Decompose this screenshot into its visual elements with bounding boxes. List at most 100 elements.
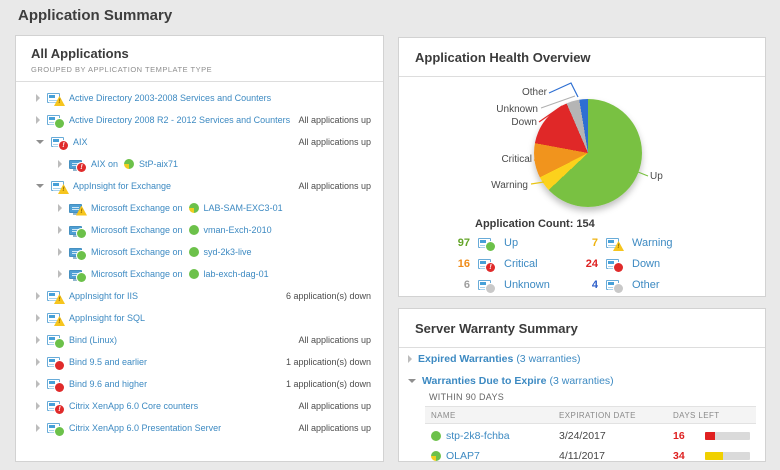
server-name-cell: stp-2k8-fchba	[425, 430, 559, 442]
application-link[interactable]: Bind 9.6 and higher	[69, 379, 148, 389]
application-link[interactable]: AppInsight for Exchange	[73, 181, 172, 191]
application-link[interactable]: Bind 9.5 and earlier	[69, 357, 148, 367]
expand-arrow-icon[interactable]	[36, 94, 40, 102]
application-link[interactable]: Microsoft Exchange on	[91, 247, 183, 257]
node-link[interactable]: vman-Exch-2010	[203, 225, 272, 235]
days-left-bar-fill	[705, 432, 715, 440]
legend-status-link[interactable]: Critical	[504, 258, 538, 270]
pie-label-unknown: Unknown	[496, 104, 538, 115]
expand-arrow-icon[interactable]	[36, 358, 40, 366]
warranty-body: Expired Warranties (3 warranties) Warrant…	[399, 348, 765, 462]
status-warning-icon	[54, 96, 65, 106]
server-name-cell: OLAP7	[425, 450, 559, 462]
application-link[interactable]: AppInsight for IIS	[69, 291, 139, 301]
page-title: Application Summary	[18, 7, 173, 24]
pie-label-other: Other	[521, 87, 547, 98]
status-up-icon	[55, 119, 64, 128]
application-link[interactable]: AIX on	[91, 159, 119, 169]
application-link[interactable]: Microsoft Exchange on	[91, 269, 183, 279]
application-template-icon	[47, 357, 64, 370]
application-row: AppInsight for Exchange All applications …	[16, 175, 383, 197]
expand-arrow-icon[interactable]	[36, 402, 40, 410]
legend-status-link[interactable]: Unknown	[504, 279, 550, 291]
health-legend: 97 Up 7 Warning 16 Critical 24 Down 6 Unknown 4 Oth…	[444, 237, 673, 293]
status-up-icon	[77, 228, 86, 238]
status-up-icon	[55, 339, 64, 348]
column-header-expiration-date: EXPIRATION DATE	[559, 410, 636, 420]
expand-arrow-icon[interactable]	[36, 336, 40, 344]
node-link[interactable]: syd-2k3-live	[203, 247, 252, 257]
application-link[interactable]: Citrix XenApp 6.0 Presentation Server	[69, 423, 222, 433]
node-link[interactable]: lab-exch-dag-01	[203, 269, 269, 279]
expand-arrow-icon[interactable]	[408, 355, 412, 363]
application-icon	[69, 225, 86, 238]
status-critical-icon	[77, 162, 86, 172]
expand-arrow-icon[interactable]	[36, 292, 40, 300]
node-link[interactable]: LAB-SAM-EXC3-01	[203, 203, 283, 213]
application-template-icon	[47, 291, 65, 304]
application-count: Application Count: 154	[475, 218, 595, 230]
application-link[interactable]: Microsoft Exchange on	[91, 225, 183, 235]
server-link[interactable]: stp-2k8-fchba	[446, 430, 510, 442]
application-row: Microsoft Exchange on LAB-SAM-EXC3-01	[16, 197, 383, 219]
application-row: Citrix XenApp 6.0 Core counters All appli…	[16, 395, 383, 417]
application-row: AppInsight for IIS 6 application(s) down	[16, 285, 383, 307]
node-link[interactable]: StP-aix71	[139, 159, 179, 169]
pie-leader-other	[548, 82, 579, 98]
application-link[interactable]: Bind (Linux)	[69, 335, 118, 345]
collapse-arrow-icon[interactable]	[36, 184, 44, 188]
application-icon	[69, 159, 86, 172]
expired-warranties-link[interactable]: Expired Warranties (3 warranties)	[418, 353, 581, 365]
application-template-icon	[47, 313, 65, 326]
application-link[interactable]: Active Directory 2003-2008 Services and …	[69, 93, 272, 103]
server-link[interactable]: OLAP7	[446, 450, 480, 462]
status-up-icon	[77, 272, 86, 282]
status-critical-icon	[486, 263, 495, 272]
legend-status-link[interactable]: Warning	[632, 237, 673, 249]
legend-status-link[interactable]: Down	[632, 258, 661, 270]
expand-arrow-icon[interactable]	[36, 424, 40, 432]
application-template-icon	[47, 379, 64, 392]
expand-arrow-icon[interactable]	[36, 380, 40, 388]
application-link[interactable]: Citrix XenApp 6.0 Core counters	[69, 401, 199, 411]
node-status-icon	[124, 159, 135, 169]
warranties-due-link[interactable]: Warranties Due to Expire (3 warranties)	[422, 375, 614, 387]
expand-arrow-icon[interactable]	[58, 160, 62, 168]
application-link[interactable]: Microsoft Exchange on	[91, 203, 183, 213]
collapse-arrow-icon[interactable]	[408, 379, 416, 383]
all-applications-subtitle: GROUPED BY APPLICATION TEMPLATE TYPE	[31, 65, 213, 74]
application-template-icon	[47, 115, 64, 128]
row-status-text: 1 application(s) down	[285, 357, 371, 367]
status-up-icon	[55, 427, 64, 436]
status-critical-icon	[59, 141, 68, 150]
status-critical-icon	[55, 405, 64, 414]
expand-arrow-icon[interactable]	[58, 204, 62, 212]
legend-status-link[interactable]: Other	[632, 279, 660, 291]
expand-arrow-icon[interactable]	[58, 270, 62, 278]
expand-arrow-icon[interactable]	[36, 314, 40, 322]
row-status-text: All applications up	[298, 423, 371, 433]
expand-arrow-icon[interactable]	[58, 248, 62, 256]
pie-label-warning: Warning	[491, 180, 528, 191]
status-warning-icon	[54, 294, 65, 304]
legend-status-icon	[478, 280, 495, 293]
application-row: Bind (Linux) All applications up	[16, 329, 383, 351]
expand-arrow-icon[interactable]	[58, 226, 62, 234]
application-template-icon	[51, 181, 69, 194]
legend-count: 97	[457, 237, 470, 249]
application-template-icon	[47, 401, 64, 414]
warranties-due-count: (3 warranties)	[549, 375, 614, 387]
status-warning-icon	[76, 205, 87, 216]
pie-leader-up	[637, 171, 649, 177]
legend-status-link[interactable]: Up	[504, 237, 519, 249]
legend-status-icon	[478, 259, 495, 272]
row-status-text: All applications up	[298, 181, 371, 191]
health-pie-chart[interactable]	[534, 99, 642, 207]
application-link[interactable]: AppInsight for SQL	[69, 313, 146, 323]
collapse-arrow-icon[interactable]	[36, 140, 44, 144]
server-status-icon	[431, 431, 441, 441]
application-link[interactable]: AIX	[73, 137, 88, 147]
expand-arrow-icon[interactable]	[36, 116, 40, 124]
column-header-days-left: DAYS LEFT	[673, 410, 720, 420]
application-link[interactable]: Active Directory 2008 R2 - 2012 Services…	[69, 115, 291, 125]
